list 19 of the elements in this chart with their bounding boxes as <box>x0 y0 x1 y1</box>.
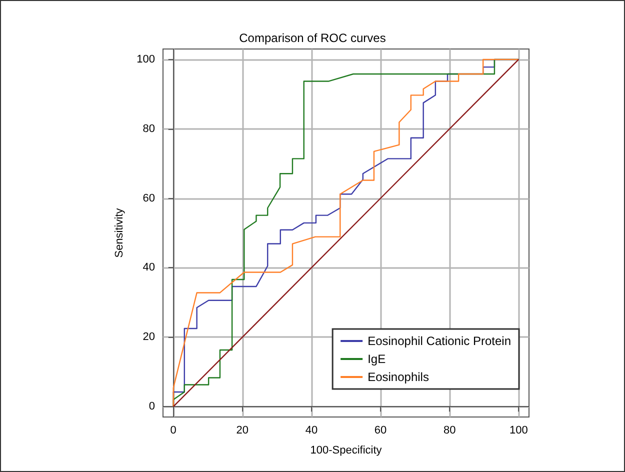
line-series <box>172 58 520 408</box>
y-tick-label: 40 <box>142 262 155 274</box>
y-tick-label: 80 <box>142 122 155 135</box>
x-tick-label: 80 <box>443 424 456 436</box>
y-axis-title: Sensitivity <box>114 208 126 258</box>
x-tick-label: 60 <box>374 424 387 436</box>
legend-label: Eosinophils <box>368 370 429 384</box>
y-tick-label: 0 <box>148 400 155 413</box>
legend-label: Eosinophil Cationic Protein <box>368 334 512 348</box>
y-tick-label: 60 <box>142 192 155 204</box>
x-tick-label: 40 <box>305 424 318 436</box>
x-axis-title: 100-Specificity <box>310 444 382 456</box>
x-tick-label: 20 <box>236 424 249 436</box>
y-tick-label: 20 <box>142 331 155 344</box>
chart-title: Comparison of ROC curves <box>239 31 386 45</box>
y-tick-label: 100 <box>136 53 155 66</box>
x-tick-label: 100 <box>509 424 528 436</box>
x-tick-label: 0 <box>170 424 176 436</box>
legend-label: IgE <box>368 352 386 366</box>
